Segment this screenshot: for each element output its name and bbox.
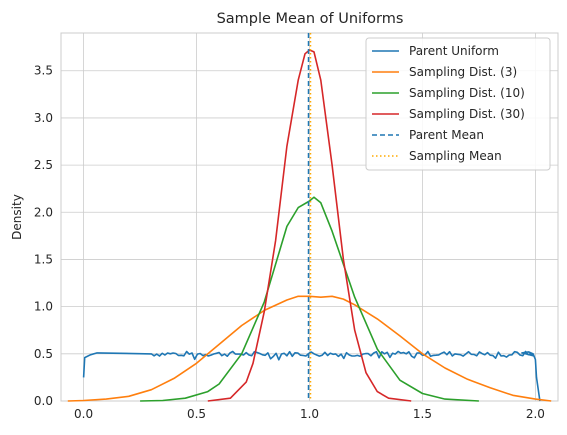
legend-label: Parent Mean	[409, 128, 484, 142]
x-tick-label: 1.5	[413, 407, 432, 421]
series-parent-uniform-line	[82, 350, 541, 402]
legend-label: Sampling Mean	[409, 149, 502, 163]
y-tick-label: 2.0	[34, 205, 53, 219]
legend-label: Parent Uniform	[409, 44, 499, 58]
legend-label: Sampling Dist. (30)	[409, 107, 525, 121]
y-tick-label: 2.5	[34, 158, 53, 172]
chart-title: Sample Mean of Uniforms	[217, 11, 404, 27]
legend-label: Sampling Dist. (10)	[409, 86, 525, 100]
tick-labels: 0.0 0.5 1.0 1.5 2.0 0.0 0.5 1.0 1.5 2.0 2.5 3.0 3.5	[34, 64, 545, 421]
series-sampling-dist-30-line	[207, 49, 412, 402]
legend-box	[365, 37, 551, 171]
y-tick-label: 0.0	[34, 394, 53, 408]
y-tick-label: 3.0	[34, 111, 53, 125]
x-tick-label: 2.0	[526, 407, 545, 421]
y-tick-label: 0.5	[34, 347, 53, 361]
legend-label: Sampling Dist. (3)	[409, 65, 517, 79]
y-axis-label: Density	[10, 194, 24, 240]
x-tick-label: 0.5	[187, 407, 206, 421]
plot-area	[67, 49, 552, 402]
x-tick-label: 1.0	[300, 407, 319, 421]
reference-lines	[307, 33, 312, 401]
legend: Parent Uniform Sampling Dist. (3) Sampling…	[365, 37, 551, 171]
series-sampling-dist-3-line	[67, 295, 552, 402]
y-tick-label: 1.0	[34, 300, 53, 314]
series-sampling-dist-10-line	[140, 196, 479, 402]
x-tick-label: 0.0	[74, 407, 93, 421]
y-tick-label: 1.5	[34, 252, 53, 266]
y-tick-label: 3.5	[34, 64, 53, 78]
